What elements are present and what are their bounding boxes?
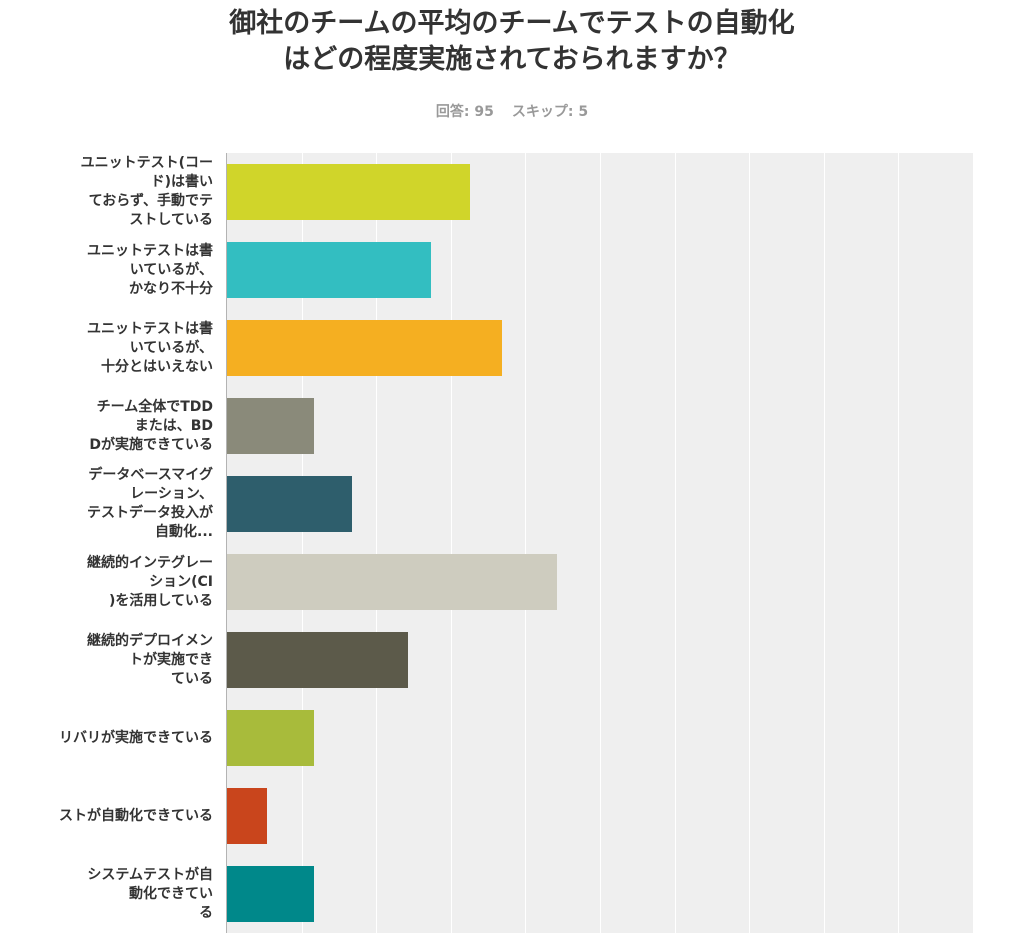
response-summary: 回答: 95 スキップ: 5 <box>0 101 1024 121</box>
gridline <box>675 153 676 933</box>
gridline <box>376 153 377 933</box>
chart-title-line-2: はどの程度実施されておられますか？ <box>283 44 741 75</box>
y-axis-line <box>226 153 227 933</box>
gridline <box>824 153 825 933</box>
bar[interactable] <box>227 710 314 766</box>
gridline <box>600 153 601 933</box>
category-label-text: システムテストが自 動化できてい る <box>87 866 213 921</box>
category-label: 継続的インテグレー ション(CI )を活用している <box>40 543 213 621</box>
responses-count: 回答: 95 <box>435 104 494 120</box>
category-label: ユニットテストは書 いているが、 十分とはいえない <box>40 309 213 387</box>
category-label-text: 継続的インテグレー ション(CI )を活用している <box>87 554 213 609</box>
category-label: データベースマイグ レーション、 テストデータ投入が 自動化... <box>40 465 213 543</box>
category-label: ユニットテスト(コー ド)は書い ておらず、手動でテ ストしている <box>40 153 213 231</box>
bar[interactable] <box>227 242 432 298</box>
gridline <box>898 153 899 933</box>
category-label-text: チーム全体でTDD または、BD Dが実施できている <box>89 398 213 453</box>
bar[interactable] <box>227 164 471 220</box>
category-label-text: ストが自動化できている <box>59 807 213 824</box>
category-label-text: ユニットテストは書 いているが、 かなり不十分 <box>87 242 213 297</box>
category-label-text: ユニットテストは書 いているが、 十分とはいえない <box>87 320 213 375</box>
chart-title-line-1: 御社のチームの平均のチームでテストの自動化 <box>229 8 795 39</box>
bar[interactable] <box>227 788 267 844</box>
bar[interactable] <box>227 554 557 610</box>
category-label-text: リバリが実施できている <box>59 729 213 746</box>
gridline <box>302 153 303 933</box>
bar[interactable] <box>227 632 408 688</box>
plot-area <box>227 153 973 933</box>
category-label: ユニットテストは書 いているが、 かなり不十分 <box>40 231 213 309</box>
category-label: システムテストが自 動化できてい る <box>40 855 213 933</box>
bar[interactable] <box>227 320 502 376</box>
bar[interactable] <box>227 866 314 922</box>
gridline <box>451 153 452 933</box>
category-label: ストが自動化できている <box>40 777 213 855</box>
gridline <box>525 153 526 933</box>
bar[interactable] <box>227 398 314 454</box>
gridline <box>749 153 750 933</box>
skipped-count: スキップ: 5 <box>511 104 589 120</box>
category-label: 継続的デプロイメン トが実施でき ている <box>40 621 213 699</box>
category-label-text: データベースマイグ レーション、 テストデータ投入が 自動化... <box>87 467 213 540</box>
category-label: リバリが実施できている <box>40 699 213 777</box>
chart-title: 御社のチームの平均のチームでテストの自動化 はどの程度実施されておられますか？ <box>0 6 1024 78</box>
category-label-text: ユニットテスト(コー ド)は書い ておらず、手動でテ ストしている <box>80 155 213 228</box>
category-label-text: 継続的デプロイメン トが実施でき ている <box>87 632 213 687</box>
category-label: チーム全体でTDD または、BD Dが実施できている <box>40 387 213 465</box>
bar[interactable] <box>227 476 353 532</box>
